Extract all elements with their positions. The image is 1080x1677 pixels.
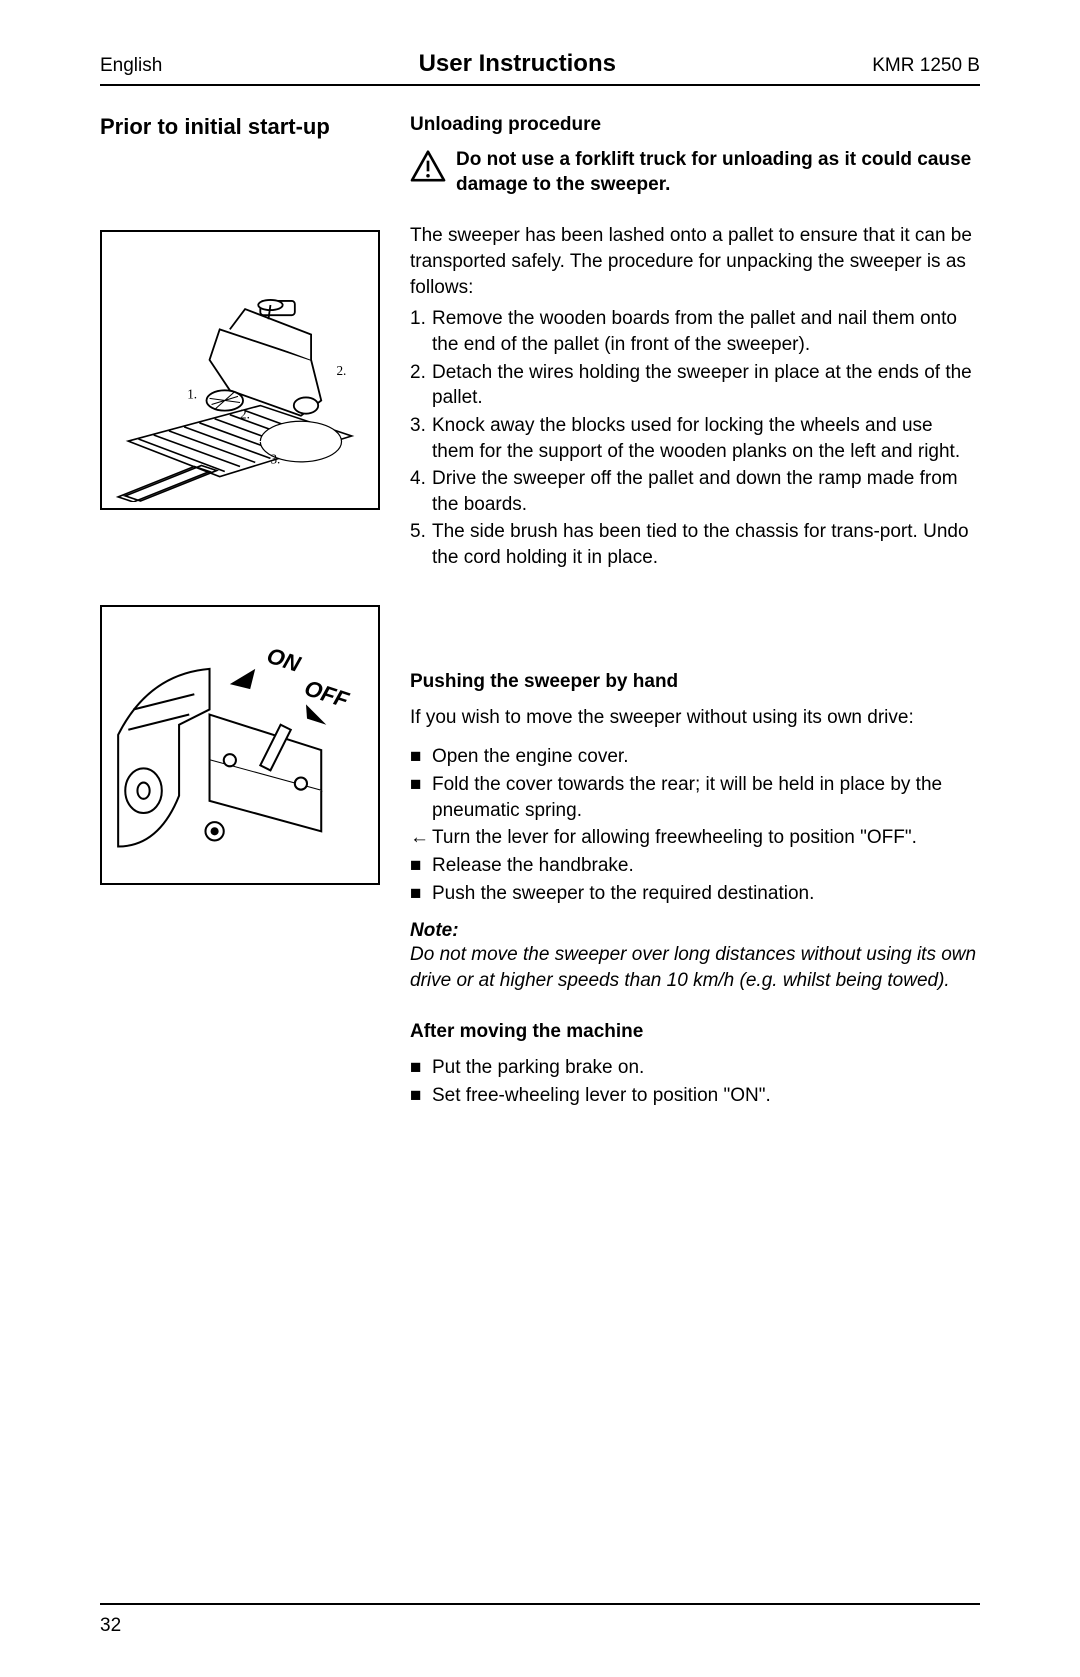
warning-text: Do not use a forklift truck for unloadin… — [456, 148, 980, 197]
warning-icon — [410, 150, 446, 182]
bullet-square: ■ — [410, 744, 432, 770]
lever-illustration: ON OFF — [108, 613, 372, 877]
step-1: Remove the wooden boards from the pallet… — [432, 306, 980, 357]
unloading-heading: Unloading procedure — [410, 114, 980, 136]
step-5: The side brush has been tied to the chas… — [432, 519, 980, 570]
fig1-label-2b: 2. — [336, 363, 346, 378]
bullet-square: ■ — [410, 881, 432, 907]
after-item-1: Put the parking brake on. — [432, 1055, 980, 1081]
push-item-5: Push the sweeper to the required destina… — [432, 881, 980, 907]
pushing-heading: Pushing the sweeper by hand — [410, 671, 980, 693]
fig2-on-label: ON — [264, 643, 304, 677]
step-3: Knock away the blocks used for locking t… — [432, 413, 980, 464]
pushing-intro: If you wish to move the sweeper without … — [410, 705, 980, 731]
unloading-steps: 1.Remove the wooden boards from the pall… — [410, 306, 980, 570]
after-list: ■Put the parking brake on. ■Set free-whe… — [410, 1055, 980, 1108]
figure-unloading: 1. 2. 2. 3. — [100, 230, 380, 510]
header-language: English — [100, 55, 162, 77]
fig1-label-1: 1. — [187, 386, 197, 401]
sweeper-on-pallet-illustration: 1. 2. 2. 3. — [108, 238, 372, 502]
bullet-square: ■ — [410, 853, 432, 879]
section-title: Prior to initial start-up — [100, 114, 380, 140]
fig1-label-2a: 2. — [240, 407, 250, 422]
footer-rule: 32 — [100, 1603, 980, 1637]
unloading-intro: The sweeper has been lashed onto a palle… — [410, 223, 980, 300]
header-title: User Instructions — [419, 50, 616, 78]
push-item-2: Fold the cover towards the rear; it will… — [432, 772, 980, 823]
push-item-4: Release the handbrake. — [432, 853, 980, 879]
after-heading: After moving the machine — [410, 1021, 980, 1043]
push-item-3: Turn the lever for allowing freewheeling… — [432, 825, 980, 851]
header-model: KMR 1250 B — [872, 55, 980, 77]
step-2: Detach the wires holding the sweeper in … — [432, 360, 980, 411]
note-label: Note: — [410, 920, 980, 942]
fig2-off-label: OFF — [301, 675, 352, 713]
bullet-square: ■ — [410, 772, 432, 823]
bullet-square: ■ — [410, 1055, 432, 1081]
after-item-2: Set free-wheeling lever to position "ON"… — [432, 1083, 980, 1109]
bullet-square: ■ — [410, 1083, 432, 1109]
arrow-left-icon: ← — [410, 825, 432, 851]
note-body: Do not move the sweeper over long distan… — [410, 942, 980, 993]
page-header: English User Instructions KMR 1250 B — [100, 50, 980, 86]
push-item-1: Open the engine cover. — [432, 744, 980, 770]
pushing-list: ■Open the engine cover. ■Fold the cover … — [410, 744, 980, 906]
page-number: 32 — [100, 1615, 980, 1637]
step-4: Drive the sweeper off the pallet and dow… — [432, 466, 980, 517]
figure-freewheel-lever: ON OFF — [100, 605, 380, 885]
fig1-label-3: 3. — [270, 451, 280, 466]
